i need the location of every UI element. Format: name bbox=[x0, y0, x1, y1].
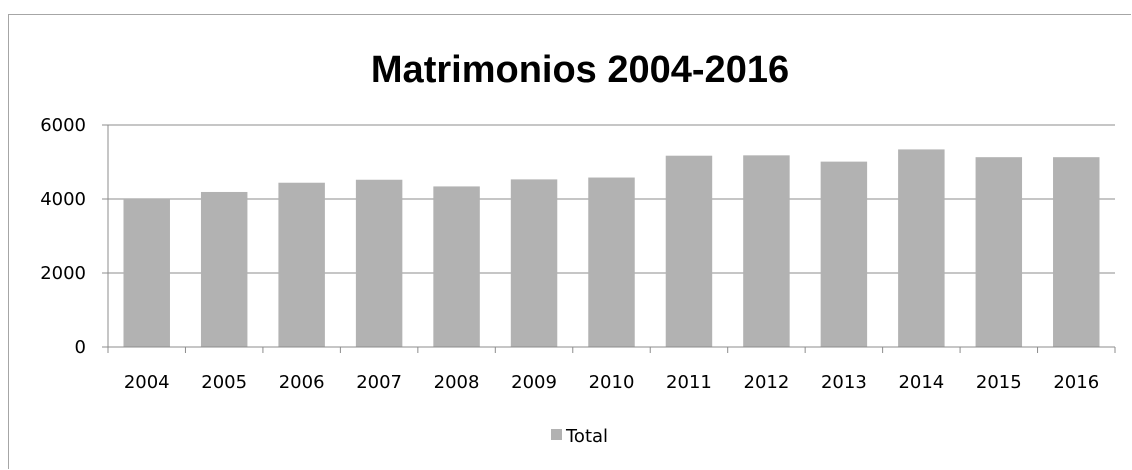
axes: 0 2000 4000 6000 2004 2005 2006 2007 2008 2009 201… bbox=[40, 115, 1116, 393]
bar bbox=[975, 157, 1023, 347]
x-tick-label: 2005 bbox=[201, 372, 247, 393]
x-tick-label: 2004 bbox=[124, 372, 170, 393]
bar bbox=[1053, 157, 1100, 347]
x-tick-label: 2014 bbox=[898, 372, 944, 393]
x-tick-label: 2008 bbox=[434, 372, 480, 393]
legend-swatch bbox=[551, 429, 562, 440]
bar bbox=[665, 155, 713, 347]
chart-title: Matrimonios 2004-2016 bbox=[371, 49, 789, 91]
bar bbox=[898, 149, 945, 347]
bar bbox=[588, 177, 635, 347]
x-tick-label: 2009 bbox=[511, 372, 557, 393]
x-tick-label: 2015 bbox=[976, 372, 1022, 393]
y-tick-label: 0 bbox=[75, 337, 86, 358]
bar bbox=[200, 191, 248, 347]
bar bbox=[278, 182, 325, 347]
x-tick-label: 2010 bbox=[589, 372, 635, 393]
x-tick-label: 2013 bbox=[821, 372, 867, 393]
x-tick-label: 2011 bbox=[666, 372, 712, 393]
y-tick-label: 6000 bbox=[40, 115, 86, 136]
bar bbox=[510, 179, 558, 347]
legend: Total bbox=[551, 426, 608, 447]
x-tick-label: 2012 bbox=[744, 372, 790, 393]
bars bbox=[123, 149, 1100, 347]
legend-label: Total bbox=[565, 426, 608, 447]
bar bbox=[355, 179, 403, 347]
x-tick-label: 2016 bbox=[1053, 372, 1099, 393]
chart-frame bbox=[8, 14, 1131, 469]
y-tick-label: 4000 bbox=[40, 189, 86, 210]
bar bbox=[743, 155, 790, 347]
bar bbox=[820, 161, 868, 347]
y-tick-label: 2000 bbox=[40, 263, 86, 284]
x-tick-label: 2007 bbox=[356, 372, 402, 393]
x-tick-label: 2006 bbox=[279, 372, 325, 393]
bar bbox=[433, 186, 480, 347]
bar bbox=[123, 198, 170, 347]
